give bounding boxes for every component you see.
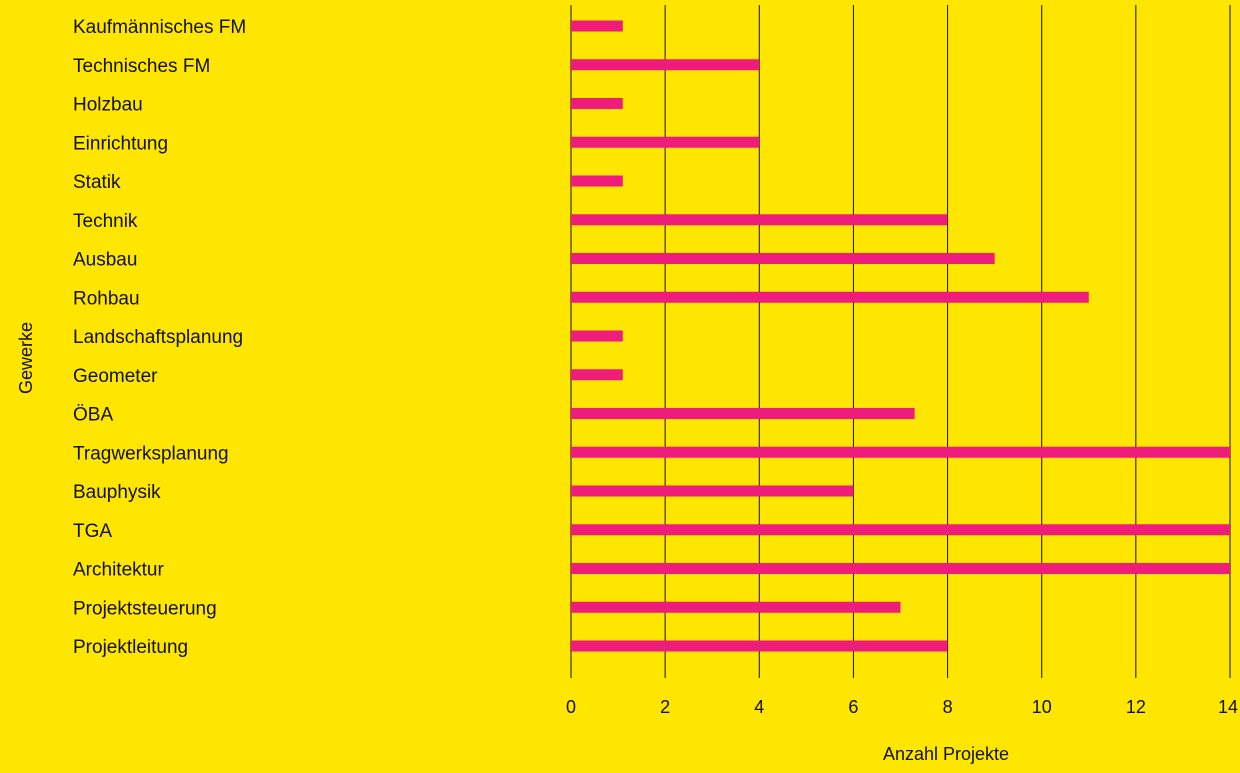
x-tick-label: 8	[943, 697, 953, 717]
bar	[571, 601, 901, 613]
bar	[571, 253, 995, 264]
category-label: Kaufmännisches FM	[73, 17, 246, 38]
bar	[571, 20, 623, 32]
category-label: Architektur	[73, 560, 164, 581]
category-label: Statik	[73, 172, 121, 193]
bar	[571, 214, 948, 226]
bar	[571, 563, 1230, 574]
category-label: Ausbau	[73, 250, 137, 271]
category-label: TGA	[73, 521, 112, 542]
bar	[571, 446, 1230, 458]
category-label: Geometer	[73, 366, 158, 387]
category-label: Projektleitung	[73, 637, 188, 658]
bar	[571, 369, 623, 381]
category-label: Tragwerksplanung	[73, 443, 229, 464]
bar	[571, 330, 623, 342]
category-label: Technik	[73, 211, 138, 232]
category-label: ÖBA	[73, 405, 113, 426]
x-tick-label: 6	[848, 697, 858, 717]
x-tick-label: 0	[566, 697, 576, 717]
category-label: Bauphysik	[73, 482, 161, 503]
x-tick-label: 10	[1032, 697, 1052, 717]
category-label: Holzbau	[73, 95, 143, 116]
x-axis-title: Anzahl Projekte	[883, 744, 1009, 764]
bar	[571, 408, 915, 419]
bar	[571, 98, 623, 109]
bar	[571, 59, 760, 71]
bar	[571, 485, 854, 497]
bars	[571, 20, 1230, 652]
category-labels: Kaufmännisches FM Technisches FM Holzbau Ei…	[73, 17, 246, 658]
bar	[571, 291, 1089, 303]
x-tick-label: 2	[660, 697, 670, 717]
category-label: Projektsteuerung	[73, 598, 217, 619]
bar	[571, 640, 948, 652]
x-tick-label: 4	[754, 697, 764, 717]
y-axis-title: Gewerke	[16, 322, 36, 394]
category-label: Einrichtung	[73, 133, 168, 154]
x-tick-labels: 0 2 4 6 8 10 12 14	[566, 697, 1238, 717]
bar	[571, 524, 1230, 536]
x-tick-label: 12	[1126, 697, 1146, 717]
x-tick-label: 14	[1218, 697, 1238, 717]
category-label: Technisches FM	[73, 56, 210, 77]
category-label: Rohbau	[73, 288, 140, 309]
bar	[571, 136, 760, 148]
grid-lines	[570, 5, 1231, 678]
bar	[571, 175, 623, 187]
category-label: Landschaftsplanung	[73, 327, 243, 348]
